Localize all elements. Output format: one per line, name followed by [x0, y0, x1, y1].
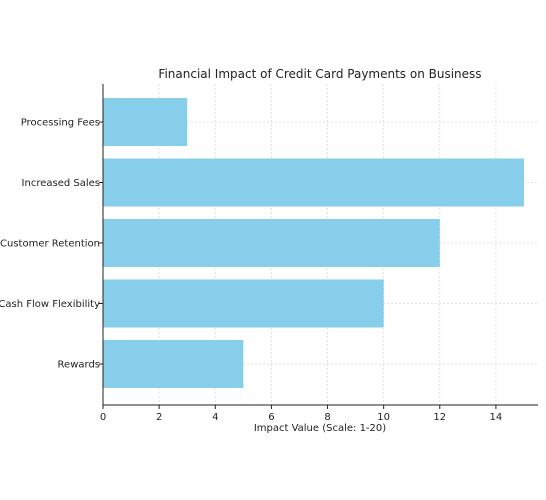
y-tick-label: Cash Flow Flexibility — [0, 299, 100, 310]
x-tick-label: 10 — [377, 412, 390, 423]
y-tick-label: Increased Sales — [22, 178, 100, 189]
x-tick-label: 14 — [490, 412, 503, 423]
y-tick-label: Processing Fees — [21, 118, 100, 129]
x-tick-label: 12 — [433, 412, 446, 423]
y-tick-label: Rewards — [58, 360, 100, 371]
x-tick-label: 2 — [156, 412, 162, 423]
bar — [103, 98, 188, 146]
y-tick-label: Customer Retention — [0, 239, 100, 250]
x-tick-label: 0 — [100, 412, 106, 423]
x-tick-label: 6 — [268, 412, 274, 423]
x-tick-label: 8 — [324, 412, 330, 423]
x-axis-label: Impact Value (Scale: 1-20) — [254, 423, 386, 434]
bar — [103, 219, 440, 267]
bar — [103, 158, 524, 207]
axis-layer — [102, 84, 538, 406]
bar — [103, 340, 244, 388]
chart-title: Financial Impact of Credit Card Payments… — [158, 67, 481, 81]
x-tick-label: 4 — [212, 412, 218, 423]
ticks-layer: 0 2 4 6 8 10 12 14 Processing Fees Increased Sale… — [0, 118, 502, 424]
bar — [103, 279, 384, 328]
bars-layer — [103, 98, 524, 388]
